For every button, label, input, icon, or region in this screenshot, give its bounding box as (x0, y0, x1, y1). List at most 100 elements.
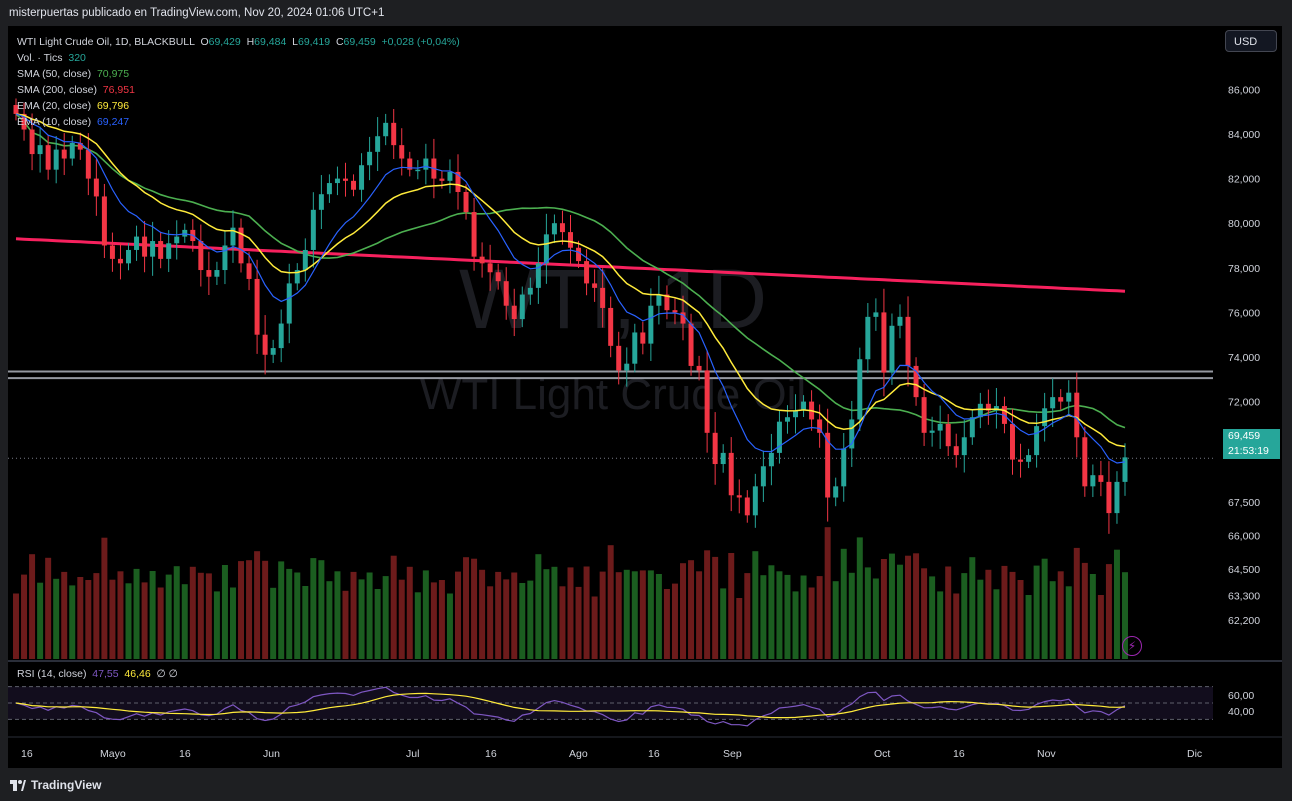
volume-bar (213, 591, 220, 659)
volume-bar (487, 586, 494, 659)
volume-bar (1033, 565, 1040, 659)
currency-button[interactable]: USD (1225, 30, 1277, 52)
candle-body (1114, 481, 1120, 514)
price-tick-5: 76,000 (1228, 307, 1260, 319)
volume-bar (647, 570, 654, 659)
volume-bar (254, 551, 261, 659)
price-tick-3: 80,000 (1228, 218, 1260, 230)
candle-body (656, 294, 662, 306)
volume-bar (1122, 572, 1128, 659)
tradingview-logo[interactable]: TradingView (10, 778, 101, 792)
candle-body (527, 287, 533, 295)
ema20-line (15, 113, 1126, 448)
time-tick-4: Jul (406, 748, 419, 760)
price-tick-10: 66,000 (1228, 530, 1260, 542)
legend-ema20-row[interactable]: EMA (20, close) 69,796 (17, 100, 130, 112)
ema20-value: 69,796 (96, 100, 130, 112)
volume-bar (1041, 558, 1048, 659)
candle-body (881, 312, 887, 373)
volume-bar (1057, 571, 1064, 659)
volume-bar (535, 554, 542, 659)
candle-body (439, 178, 445, 181)
price-tick-2: 82,000 (1228, 174, 1260, 186)
volume-bar (350, 571, 357, 659)
candle-body (793, 410, 799, 418)
volume-bar (334, 571, 341, 659)
rsi-extra-symbols: ∅ ∅ (156, 668, 178, 680)
volume-bar (149, 571, 156, 659)
candle-body (158, 241, 164, 259)
volume-bar (696, 571, 703, 659)
symbol-title[interactable]: WTI Light Crude Oil, 1D, BLACKBULL (17, 36, 195, 48)
close-value: 69,459 (343, 36, 376, 48)
candle-body (817, 419, 823, 433)
volume-bar (141, 582, 148, 659)
volume-bar (374, 589, 381, 659)
volume-bar (511, 572, 518, 659)
candle-body (61, 149, 67, 159)
rsi-legend[interactable]: RSI (14, close) 47,55 46,46 ∅ ∅ (17, 668, 178, 680)
candle-body (1034, 426, 1040, 456)
volume-bar (519, 583, 526, 659)
volume-bar (792, 591, 799, 659)
volume-bar (896, 564, 903, 659)
candle-body (873, 312, 879, 317)
legend-sma200-row[interactable]: SMA (200, close) 76,951 (17, 84, 135, 96)
volume-bar (479, 569, 486, 659)
candle-body (680, 312, 686, 324)
last-price-tag: 69,459 21:53:19 (1223, 429, 1280, 459)
candle-body (77, 142, 83, 150)
candle-body (21, 113, 27, 130)
candle-body (913, 365, 919, 398)
volume-bar (1081, 562, 1088, 659)
volume-bar (728, 553, 735, 659)
volume-bar (655, 574, 662, 659)
candle-body (784, 417, 790, 422)
candle-body (117, 258, 123, 264)
volume-bar (1065, 586, 1072, 659)
candle-body (93, 178, 99, 197)
volume-bar (736, 598, 743, 659)
candle-body (600, 287, 606, 308)
candle-body (801, 401, 807, 411)
volume-bar (953, 593, 960, 659)
volume-bar (937, 591, 944, 659)
rsi-value: 47,55 (92, 668, 119, 680)
volume-bar (398, 579, 405, 659)
legend-volume-row[interactable]: Vol. · Tics 320 (17, 52, 86, 64)
candle-body (109, 245, 115, 259)
low-value: 69,419 (297, 36, 331, 48)
volume-bar (342, 590, 349, 659)
ema10-line (15, 113, 1126, 464)
candle-body (712, 432, 718, 465)
candle-body (568, 232, 573, 248)
volume-bar (45, 557, 52, 659)
volume-bar (197, 572, 204, 659)
candle-body (383, 122, 389, 137)
candle-body (1098, 475, 1104, 482)
lightning-icon[interactable]: ⚡ (1122, 636, 1142, 656)
candle-body (776, 421, 782, 453)
candle-body (503, 281, 509, 306)
candle-body (53, 149, 59, 170)
volume-bar (262, 560, 269, 659)
volume-bar (1089, 574, 1096, 659)
chart-area[interactable]: WTI, 1D WTI Light Crude Oil 86,000 84,000 8… (8, 26, 1282, 768)
candle-body (101, 196, 107, 246)
candle-body (624, 363, 630, 371)
candle-body (953, 446, 959, 456)
candle-body (768, 452, 774, 467)
candle-body (367, 151, 373, 166)
candle-body (69, 142, 75, 159)
volume-bar (455, 571, 461, 659)
candle-body (294, 270, 300, 284)
volume-bar (157, 587, 164, 659)
candle-body (359, 165, 365, 190)
volume-bar (109, 579, 116, 659)
candle-body (13, 105, 19, 114)
legend-ema10-row[interactable]: EMA (10, close) 69,247 (17, 116, 130, 128)
price-tick-7: 72,000 (1228, 397, 1260, 409)
legend-sma50-row[interactable]: SMA (50, close) 70,975 (17, 68, 130, 80)
volume-bar (768, 565, 775, 659)
